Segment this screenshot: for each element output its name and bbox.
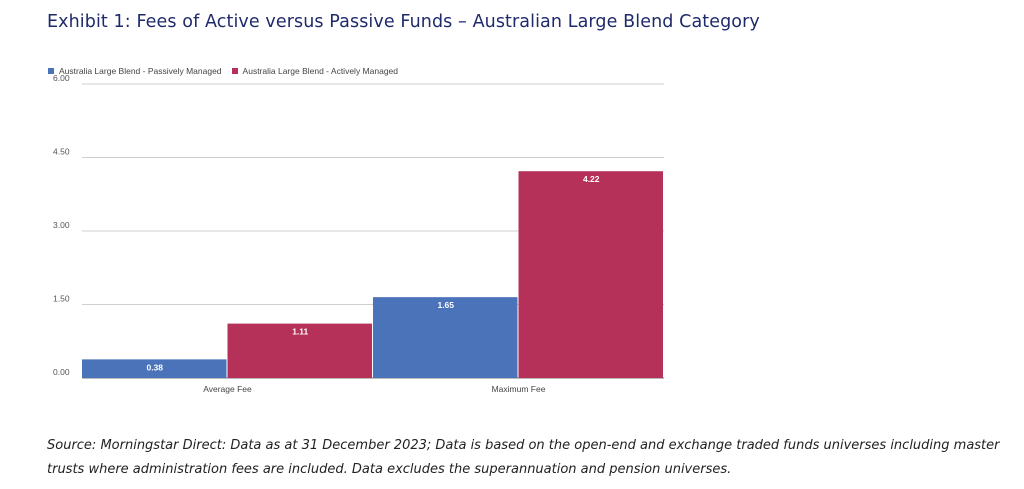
source-note: Source: Morningstar Direct: Data as at 3… [47, 438, 1000, 477]
bar [373, 297, 518, 378]
legend-item-active: Australia Large Blend - Actively Managed [231, 66, 398, 76]
data-label: 1.65 [437, 300, 454, 310]
bar [518, 171, 663, 378]
legend-item-passive: Australia Large Blend - Passively Manage… [48, 66, 222, 76]
legend-label-active: Australia Large Blend - Actively Managed [242, 66, 398, 76]
data-label: 1.11 [292, 327, 308, 337]
y-tick-label: 0.00 [53, 367, 70, 377]
x-tick-label: Average Fee [203, 384, 252, 394]
bar [82, 359, 227, 378]
y-tick-label: 6.00 [53, 73, 70, 83]
legend-swatch-passive [48, 68, 54, 74]
y-tick-label: 3.00 [53, 220, 70, 230]
data-label: 0.38 [146, 362, 163, 372]
x-tick-label: Maximum Fee [492, 384, 546, 394]
y-tick-label: 4.50 [53, 147, 70, 157]
data-label: 4.22 [583, 174, 600, 184]
bar-chart: 0.00 1.50 3.00 4.50 6.00 0.38 1.11 Average Fee 1… [53, 73, 664, 394]
bar [227, 323, 372, 378]
legend-swatch-active [231, 68, 238, 74]
legend: Australia Large Blend - Passively Manage… [48, 66, 408, 76]
legend-label-passive: Australia Large Blend - Passively Manage… [59, 66, 222, 76]
y-tick-label: 1.50 [53, 294, 70, 304]
chart-title: Exhibit 1: Fees of Active versus Passive… [47, 12, 760, 32]
